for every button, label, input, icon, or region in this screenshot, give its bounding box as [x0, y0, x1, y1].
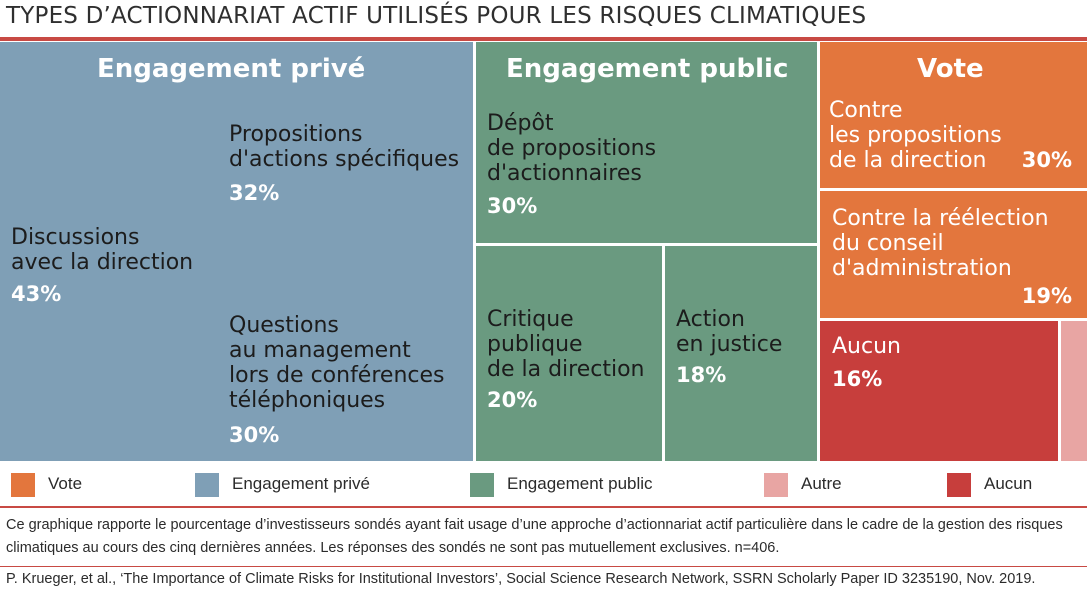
- tile-value: 20%: [487, 388, 538, 412]
- legend-label: Autre: [801, 474, 842, 493]
- group-title-engagement-prive: Engagement privé: [97, 54, 366, 84]
- group-title-vote: Vote: [917, 54, 984, 84]
- legend-label: Engagement public: [507, 474, 653, 493]
- group-title-engagement-public: Engagement public: [506, 54, 789, 84]
- chart-title: TYPES D’ACTIONNARIAT ACTIF UTILISÉS POUR…: [6, 3, 867, 29]
- tile-value: 16%: [832, 367, 883, 391]
- tile-label: Discussions avec la direction: [11, 225, 194, 275]
- title-divider: [0, 37, 1087, 41]
- legend-divider: [0, 506, 1087, 508]
- legend-swatch: [764, 473, 788, 497]
- legend-label: Aucun: [984, 474, 1033, 493]
- legend-swatch: [470, 473, 494, 497]
- legend-swatch: [11, 473, 35, 497]
- tile-aucun: Aucun 16%: [820, 321, 1058, 461]
- tile-questions-management: Questions au management lors de conféren…: [222, 270, 473, 461]
- tile-value: 43%: [11, 282, 62, 306]
- tile-value: 30%: [487, 194, 538, 218]
- tile-propositions-actions: Propositions d'actions spécifiques 32%: [222, 95, 473, 267]
- chart-source: P. Krueger, et al., ‘The Importance of C…: [6, 571, 1036, 587]
- legend-label: Engagement privé: [232, 474, 370, 493]
- tile-value: 30%: [229, 423, 280, 447]
- legend-label: Vote: [48, 474, 83, 493]
- tile-label: Aucun: [832, 334, 901, 359]
- tile-action-justice: Action en justice 18%: [665, 246, 817, 461]
- tile-discussions-direction: Discussions avec la direction 43%: [0, 95, 220, 461]
- tile-autre: [1061, 321, 1087, 461]
- tile-label: Contre les propositions de la direction: [829, 98, 1002, 173]
- tile-label: Contre la réélection du conseil d'admini…: [832, 206, 1049, 281]
- tile-value: 32%: [229, 181, 280, 205]
- tile-value: 18%: [676, 363, 727, 387]
- tile-value: 19%: [1021, 284, 1072, 308]
- tile-critique-publique: Critique publique de la direction 20%: [476, 246, 662, 461]
- tile-label: Propositions d'actions spécifiques: [229, 122, 460, 172]
- chart-note: Ce graphique rapporte le pourcentage d’i…: [6, 517, 1063, 556]
- tile-label: Critique publique de la direction: [487, 307, 645, 382]
- tile-contre-propositions: Vote Contre les propositions de la direc…: [820, 42, 1087, 188]
- legend-swatch: [947, 473, 971, 497]
- tile-value: 30%: [1021, 148, 1072, 172]
- tile-depot-propositions: Engagement public Dépôt de propositions …: [476, 42, 817, 243]
- legend-swatch: [195, 473, 219, 497]
- tile-label: Dépôt de propositions d'actionnaires: [487, 111, 657, 186]
- tile-label: Action en justice: [676, 307, 783, 357]
- note-divider: [0, 566, 1087, 567]
- tile-contre-reelection: Contre la réélection du conseil d'admini…: [820, 191, 1087, 318]
- tile-label: Questions au management lors de conféren…: [229, 313, 445, 413]
